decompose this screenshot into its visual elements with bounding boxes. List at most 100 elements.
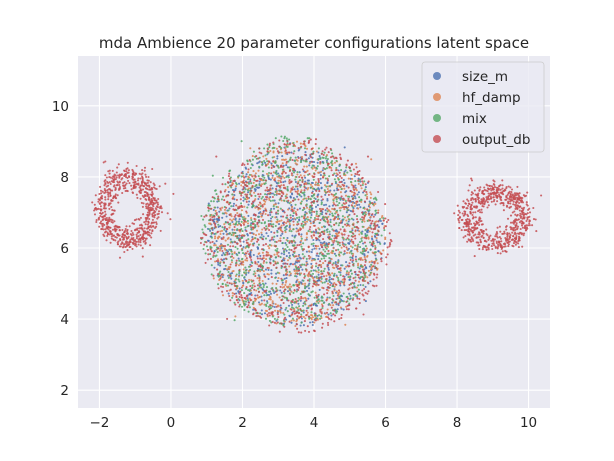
scatter-point bbox=[356, 193, 359, 196]
scatter-point bbox=[232, 218, 235, 221]
scatter-point bbox=[209, 248, 212, 251]
scatter-point bbox=[476, 186, 479, 190]
scatter-point bbox=[310, 201, 313, 204]
scatter-point bbox=[296, 272, 299, 275]
scatter-point bbox=[246, 259, 249, 262]
scatter-point bbox=[221, 226, 224, 229]
scatter-point bbox=[344, 323, 347, 326]
scatter-point bbox=[231, 197, 234, 200]
scatter-point bbox=[249, 232, 252, 235]
scatter-point bbox=[277, 223, 281, 226]
scatter-point bbox=[356, 173, 359, 176]
scatter-point bbox=[313, 247, 316, 250]
scatter-point bbox=[295, 246, 298, 249]
scatter-point bbox=[304, 145, 307, 148]
scatter-point bbox=[250, 231, 253, 235]
scatter-point bbox=[227, 270, 230, 274]
scatter-point bbox=[376, 273, 379, 276]
scatter-point bbox=[457, 214, 460, 217]
scatter-point bbox=[299, 185, 302, 188]
scatter-point bbox=[286, 140, 289, 143]
scatter-point bbox=[269, 292, 273, 295]
scatter-point bbox=[111, 209, 114, 212]
scatter-point bbox=[525, 219, 528, 223]
scatter-point bbox=[361, 265, 364, 268]
scatter-point bbox=[338, 318, 341, 321]
scatter-point bbox=[338, 202, 341, 205]
scatter-point bbox=[307, 287, 311, 290]
scatter-point bbox=[337, 178, 340, 181]
scatter-point bbox=[304, 160, 307, 163]
scatter-point bbox=[314, 142, 317, 146]
scatter-point bbox=[282, 181, 285, 184]
scatter-point bbox=[384, 225, 387, 228]
scatter-point bbox=[224, 239, 227, 242]
scatter-point bbox=[310, 243, 313, 246]
scatter-point bbox=[273, 231, 276, 234]
scatter-point bbox=[369, 219, 372, 222]
scatter-point bbox=[346, 223, 349, 227]
scatter-point bbox=[361, 180, 364, 183]
scatter-point bbox=[342, 308, 345, 311]
scatter-point bbox=[139, 197, 142, 200]
scatter-point bbox=[288, 223, 291, 226]
scatter-point bbox=[277, 179, 280, 182]
scatter-point bbox=[254, 237, 257, 240]
scatter-point bbox=[471, 231, 474, 234]
scatter-point bbox=[141, 177, 144, 180]
scatter-point bbox=[321, 208, 325, 211]
scatter-point bbox=[293, 150, 296, 153]
scatter-point bbox=[98, 202, 101, 205]
scatter-point bbox=[351, 201, 354, 204]
scatter-point bbox=[126, 161, 129, 164]
scatter-point bbox=[116, 180, 119, 183]
scatter-point bbox=[143, 166, 147, 169]
scatter-point bbox=[226, 251, 229, 254]
scatter-point bbox=[480, 211, 483, 214]
scatter-point bbox=[146, 233, 149, 236]
scatter-point bbox=[225, 233, 229, 236]
scatter-point bbox=[245, 286, 248, 289]
scatter-point bbox=[326, 210, 329, 213]
scatter-point bbox=[134, 240, 137, 243]
scatter-point bbox=[283, 318, 286, 321]
scatter-point bbox=[320, 203, 323, 206]
scatter-point bbox=[305, 158, 308, 161]
scatter-point bbox=[375, 212, 378, 215]
scatter-point bbox=[348, 224, 351, 227]
scatter-point bbox=[342, 283, 345, 286]
scatter-point bbox=[228, 213, 231, 216]
scatter-point bbox=[324, 259, 327, 263]
scatter-point bbox=[247, 299, 250, 302]
scatter-point bbox=[313, 234, 316, 237]
scatter-point bbox=[109, 176, 112, 179]
scatter-point bbox=[472, 234, 475, 237]
scatter-point bbox=[257, 301, 261, 304]
scatter-point bbox=[249, 243, 252, 246]
scatter-point bbox=[283, 257, 286, 260]
scatter-point bbox=[501, 250, 504, 253]
scatter-point bbox=[528, 224, 531, 227]
scatter-point bbox=[325, 315, 328, 318]
scatter-point bbox=[298, 305, 301, 308]
scatter-point bbox=[225, 227, 228, 230]
scatter-point bbox=[286, 245, 289, 249]
scatter-point bbox=[332, 294, 335, 298]
scatter-point bbox=[226, 200, 229, 204]
scatter-point bbox=[305, 165, 308, 168]
scatter-point bbox=[135, 245, 138, 248]
scatter-point bbox=[244, 297, 247, 300]
scatter-point bbox=[371, 251, 374, 254]
scatter-point bbox=[291, 158, 294, 162]
scatter-point bbox=[330, 306, 333, 309]
scatter-point bbox=[348, 298, 351, 301]
scatter-point bbox=[235, 287, 238, 290]
scatter-point bbox=[164, 182, 167, 185]
scatter-point bbox=[262, 283, 266, 287]
scatter-point bbox=[341, 215, 344, 218]
scatter-point bbox=[278, 198, 281, 201]
scatter-point bbox=[504, 189, 507, 192]
scatter-point bbox=[277, 315, 280, 319]
scatter-point bbox=[510, 228, 513, 231]
scatter-point bbox=[281, 162, 284, 165]
